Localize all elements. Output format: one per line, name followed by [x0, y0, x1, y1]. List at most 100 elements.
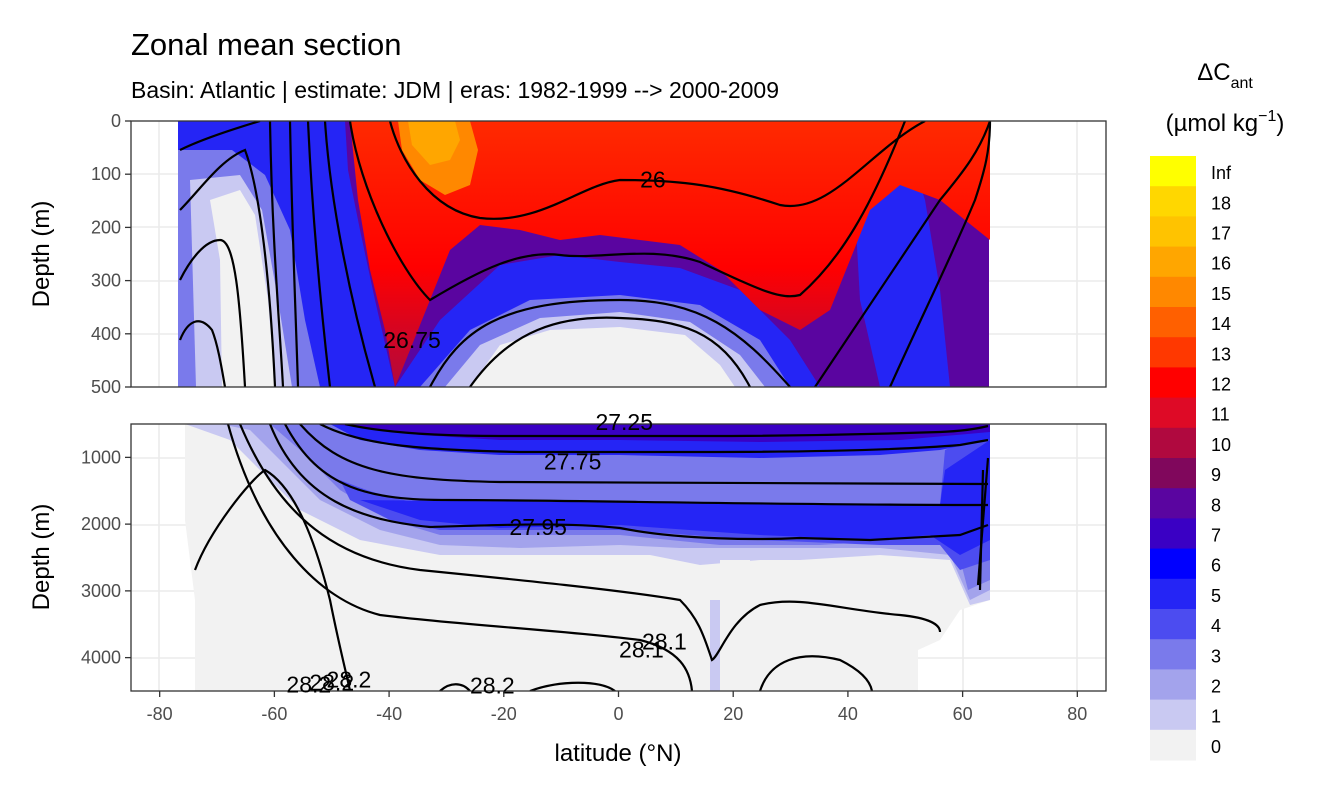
lower-contours: [193, 424, 990, 691]
lower-contour-label: 27.25: [595, 409, 653, 435]
legend-color-key: [1150, 276, 1196, 308]
lower-contour-label: 28.2: [309, 669, 354, 695]
legend-color-key: [1150, 367, 1196, 399]
legend-unit-sup: −1: [1258, 108, 1276, 125]
x-tick-label: -60: [261, 704, 287, 724]
upper-y-tick-label: 400: [91, 324, 121, 344]
legend-color-key: [1150, 156, 1196, 187]
upper-field-peak: [408, 121, 460, 165]
lower-contour-label: 27.95: [509, 514, 567, 540]
legend-color-key: [1150, 337, 1196, 368]
legend-break-label: 7: [1211, 526, 1221, 546]
upper-y-tick-label: 200: [91, 217, 121, 237]
lower-y-axis-title: Depth (m): [28, 504, 55, 611]
legend-color-key: [1150, 427, 1196, 459]
lower-field-thermocline-top: [330, 424, 990, 442]
lower-y-tick-label: 1000: [81, 447, 121, 467]
upper-panel-border: [130, 120, 1107, 388]
upper-contours: [178, 121, 992, 387]
x-tick-label: 60: [953, 704, 973, 724]
lower-field-notch-b: [710, 600, 720, 691]
legend-color-key: [1150, 548, 1196, 580]
legend-break-label: Inf: [1211, 163, 1232, 183]
legend-break-label: 0: [1211, 737, 1221, 757]
legend-break-label: 18: [1211, 193, 1231, 213]
x-tick-label: 20: [723, 704, 743, 724]
legend-color-key: [1150, 729, 1196, 761]
legend-color-key: [1150, 186, 1196, 217]
lower-contour-label: 28.1: [619, 637, 664, 663]
legend-break-label: 3: [1211, 646, 1221, 666]
upper-field-warm: [350, 121, 990, 387]
legend-color-key: [1150, 699, 1196, 731]
lower-y-tick-label: 3000: [81, 581, 121, 601]
x-tick-label: 0: [613, 704, 623, 724]
legend-color-key: [1150, 669, 1196, 701]
legend-title-sub: ant: [1231, 75, 1254, 92]
legend-break-label: 13: [1211, 344, 1231, 364]
legend-color-key: [1150, 397, 1196, 429]
legend-color-key: [1150, 609, 1196, 640]
lower-field-core-strong: [360, 440, 990, 555]
legend-break-label: 17: [1211, 224, 1231, 244]
x-tick-label: -80: [147, 704, 173, 724]
legend: ΔCant (µmol kg−1) Inf1817161514131211109…: [1150, 59, 1284, 761]
legend-break-label: 8: [1211, 495, 1221, 515]
x-tick-label: -20: [491, 704, 517, 724]
lower-contour-label: 28.2: [470, 673, 515, 699]
legend-unit-main: (µmol kg: [1166, 110, 1259, 137]
upper-field-south-min: [210, 190, 275, 387]
upper-heatmap: [178, 121, 992, 387]
upper-y-tick-label: 0: [111, 111, 121, 131]
legend-break-label: 15: [1211, 284, 1231, 304]
legend-break-label: 6: [1211, 556, 1221, 576]
legend-color-key: [1150, 246, 1196, 278]
legend-break-label: 4: [1211, 616, 1221, 636]
lower-contour-label: 28.2: [327, 667, 372, 693]
chart-subtitle: Basin: Atlantic | estimate: JDM | eras: …: [131, 77, 779, 103]
chart-title: Zonal mean section: [131, 27, 402, 62]
legend-break-label: 1: [1211, 707, 1221, 727]
lower-y-tick-label: 4000: [81, 648, 121, 668]
lower-panel: 1000 2000 3000 4000 27.25 27.75 27.95 28.1 28.2…: [81, 409, 1107, 699]
legend-break-label: 10: [1211, 435, 1231, 455]
lower-y-ticks: 1000 2000 3000 4000: [81, 447, 131, 668]
legend-break-label: 2: [1211, 677, 1221, 697]
upper-y-axis-title: Depth (m): [28, 201, 55, 308]
legend-break-label: 14: [1211, 314, 1231, 334]
lower-y-tick-label: 2000: [81, 514, 121, 534]
upper-y-tick-label: 300: [91, 271, 121, 291]
upper-contour-label: 26.75: [383, 327, 441, 353]
legend-title-main: ΔC: [1197, 59, 1230, 86]
lower-contour-label: 28.2: [286, 671, 331, 697]
upper-contour-label: 26: [640, 167, 666, 193]
upper-y-ticks: 0 100 200 300 400 500: [91, 111, 131, 397]
legend-color-key: [1150, 458, 1196, 489]
legend-color-key: [1150, 578, 1196, 610]
upper-y-tick-label: 500: [91, 377, 121, 397]
legend-break-label: 16: [1211, 254, 1231, 274]
legend-color-key: [1150, 216, 1196, 248]
legend-color-key: [1150, 488, 1196, 519]
lower-contour-label: 28.1: [642, 629, 687, 655]
legend-color-key: [1150, 518, 1196, 550]
legend-break-label: 12: [1211, 375, 1231, 395]
legend-title: ΔCant: [1197, 59, 1253, 92]
upper-contour-labels: 26 26.75: [383, 167, 665, 354]
legend-unit-close: ): [1276, 110, 1284, 137]
upper-y-tick-label: 100: [91, 164, 121, 184]
legend-break-label: 11: [1211, 405, 1230, 425]
upper-panel: 0 100 200 300 400 500 26 26.75: [91, 111, 1107, 397]
x-tick-label: -40: [376, 704, 402, 724]
x-tick-label: 80: [1067, 704, 1087, 724]
lower-heatmap: [185, 424, 990, 691]
x-axis-title: latitude (°N): [555, 740, 682, 767]
upper-field-eq-min: [470, 327, 735, 387]
legend-color-key: [1150, 307, 1196, 338]
legend-break-label: 9: [1211, 465, 1221, 485]
legend-unit: (µmol kg−1): [1166, 108, 1285, 137]
lower-contour-label: 27.75: [544, 448, 602, 474]
